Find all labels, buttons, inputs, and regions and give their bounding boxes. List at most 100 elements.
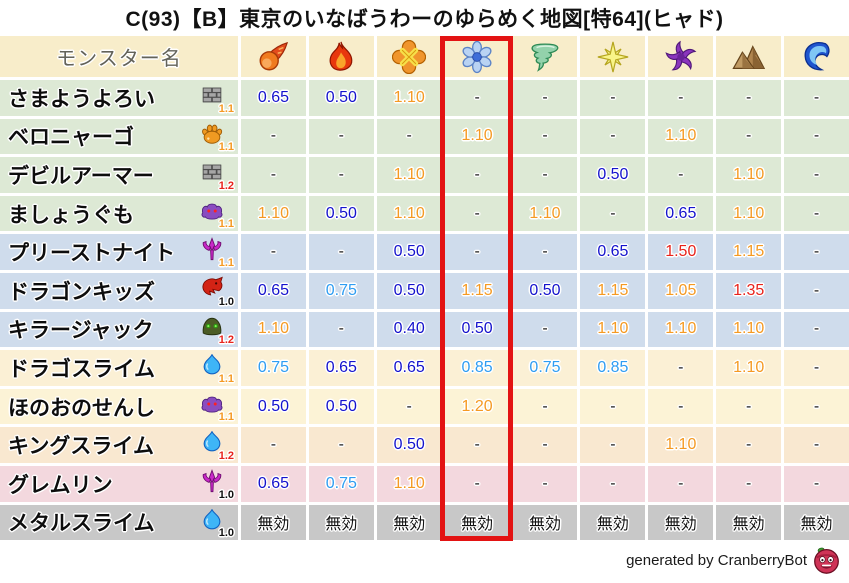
resist-value: - [813, 243, 820, 261]
resist-value: 無効 [800, 516, 833, 534]
resist-value: - [678, 397, 684, 415]
resist-value-cell: 1.35 [716, 272, 782, 309]
resist-value: - [813, 204, 820, 222]
element-header-cell [784, 36, 849, 77]
water-icon [800, 40, 834, 74]
cranberry-icon [812, 546, 841, 575]
resist-value: - [474, 436, 480, 454]
resist-value-cell: 0.50 [308, 388, 374, 425]
spider-icon [200, 392, 224, 416]
resist-value: 0.50 [325, 204, 357, 222]
resist-value-cell: 1.20 [444, 388, 510, 425]
resist-value: - [406, 397, 412, 415]
resist-value-cell: 1.15 [716, 234, 782, 270]
resist-value: 1.05 [665, 281, 697, 299]
family-multiplier-badge: 1.0 [218, 488, 234, 501]
resist-value: 0.50 [393, 243, 425, 261]
flame-icon [324, 40, 358, 74]
resist-value: 0.65 [597, 243, 629, 261]
resist-value-cell: - [784, 272, 849, 309]
resist-value: - [746, 127, 752, 145]
monster-name-cell: ドラゴンキッズ 1.0 [0, 272, 238, 309]
monster-name-cell: プリーストナイト 1.1 [0, 234, 238, 270]
ice-icon [460, 40, 494, 74]
resist-value-cell: 0.65 [241, 465, 306, 502]
resist-value: 0.50 [597, 165, 629, 183]
resist-value-cell: 0.65 [648, 195, 714, 232]
resist-value: 1.10 [733, 204, 765, 222]
monster-name: さまようよろい [8, 87, 155, 111]
resist-value: - [338, 436, 344, 454]
resist-value: 1.10 [393, 88, 425, 106]
resist-value: 0.65 [325, 358, 357, 376]
brick-icon [200, 83, 224, 107]
resist-value-cell: 1.15 [444, 272, 510, 309]
slime-icon [200, 353, 224, 377]
resist-value-cell: 1.10 [241, 195, 306, 232]
resist-value: 1.35 [733, 281, 765, 299]
resist-value: - [542, 243, 548, 261]
resist-value: 0.75 [325, 281, 357, 299]
resist-value: - [542, 474, 548, 492]
resist-value: 1.10 [597, 320, 629, 338]
resist-value: - [678, 165, 684, 183]
resist-value-cell: - [580, 465, 646, 502]
resist-value-cell: 1.10 [376, 195, 442, 232]
resist-value-cell: - [308, 118, 374, 155]
resist-value-cell: 0.85 [444, 350, 510, 386]
helmet-icon [200, 315, 224, 339]
resist-value: - [338, 320, 344, 338]
resist-value-cell: 1.10 [512, 195, 578, 232]
resist-value-cell: - [512, 118, 578, 155]
resist-value: 0.65 [257, 88, 289, 106]
monster-name-cell: メタルスライム 1.0 [0, 504, 238, 541]
resist-value: - [813, 320, 820, 338]
resist-value: 無効 [325, 516, 358, 534]
resist-value-cell: - [648, 388, 714, 425]
resist-value-cell: - [376, 118, 442, 155]
resist-value-cell: 1.10 [716, 157, 782, 193]
resist-value-cell: - [444, 80, 510, 116]
family-multiplier-badge: 1.1 [218, 218, 234, 231]
resist-value: 0.65 [257, 474, 289, 492]
slime-icon [200, 430, 224, 454]
resist-value: - [678, 474, 684, 492]
resist-value-cell: - [241, 427, 306, 463]
resist-value-cell: - [512, 157, 578, 193]
trident-icon [200, 469, 224, 493]
resist-value: - [338, 243, 344, 261]
resist-value-cell: 0.40 [376, 311, 442, 348]
resist-value: - [610, 474, 616, 492]
resist-value: - [270, 243, 277, 261]
resist-value-cell: - [241, 118, 306, 155]
resist-value: 0.65 [257, 281, 289, 299]
resist-value-cell: - [241, 234, 306, 270]
resist-value-cell: - [716, 80, 782, 116]
resist-value-cell: 1.05 [648, 272, 714, 309]
resist-value: 1.15 [461, 281, 493, 299]
family-multiplier-badge: 1.2 [218, 179, 234, 192]
resist-value-cell: - [784, 195, 849, 232]
family-multiplier-badge: 1.2 [218, 334, 234, 347]
resist-value: 無効 [596, 516, 629, 534]
resist-value-cell: - [784, 350, 849, 386]
resist-value-cell: - [716, 465, 782, 502]
resist-value-cell: - [716, 118, 782, 155]
resist-value: - [542, 127, 548, 145]
dark-icon [664, 40, 698, 74]
resist-value: 0.65 [393, 358, 425, 376]
resist-value-cell: 1.15 [580, 272, 646, 309]
element-header-cell [648, 36, 714, 77]
resist-value-cell: 無効 [784, 504, 849, 541]
resist-value: - [474, 474, 480, 492]
light-icon [596, 40, 630, 74]
family-multiplier-badge: 1.1 [218, 141, 234, 154]
resist-value-cell: - [444, 234, 510, 270]
resist-value: 0.50 [325, 397, 357, 415]
resist-value: - [474, 204, 480, 222]
fireball-icon [256, 40, 290, 74]
resist-value: 無効 [664, 516, 697, 534]
resist-value-cell: 無効 [512, 504, 578, 541]
resist-value: - [746, 436, 752, 454]
